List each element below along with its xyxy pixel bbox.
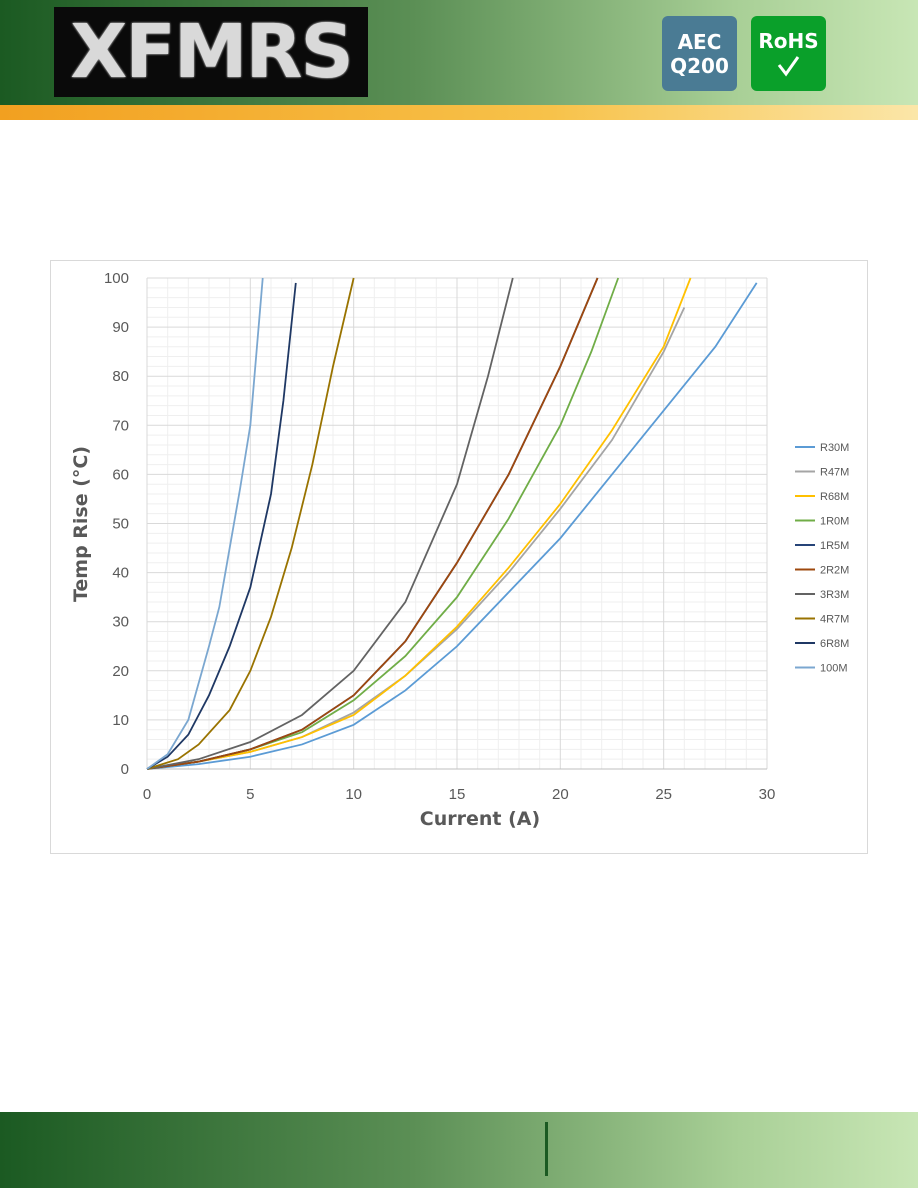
legend-label: 1R0M — [820, 516, 849, 528]
x-tick-label: 5 — [246, 786, 254, 803]
legend-label: 2R2M — [820, 565, 849, 577]
x-tick-label: 25 — [655, 786, 672, 803]
rohs-badge: RoHS — [751, 16, 826, 91]
footer-band — [0, 1112, 918, 1188]
x-tick-label: 0 — [143, 786, 151, 803]
chart-frame — [50, 260, 868, 854]
line-series — [146, 277, 599, 770]
y-tick-label: 90 — [112, 319, 129, 336]
badge-text: RoHS — [758, 28, 819, 53]
line-series — [146, 282, 758, 770]
line-series — [146, 277, 355, 770]
x-tick-label: 15 — [449, 786, 466, 803]
y-tick-label: 10 — [112, 712, 129, 729]
y-tick-label: 100 — [104, 270, 129, 287]
aec-badge: AEC Q200 — [662, 16, 737, 91]
x-tick-label: 20 — [552, 786, 569, 803]
footer-divider — [545, 1122, 548, 1176]
check-icon — [777, 55, 800, 77]
y-tick-label: 0 — [121, 761, 129, 778]
header-stripe — [0, 105, 918, 120]
line-series — [146, 277, 514, 770]
y-tick-label: 20 — [112, 663, 129, 680]
line-series — [146, 277, 264, 770]
line-series — [146, 277, 692, 770]
y-tick-label: 40 — [112, 565, 129, 582]
badge-text: Q200 — [670, 53, 729, 78]
logo: XFMRS — [54, 7, 368, 97]
legend-label: R47M — [820, 467, 849, 479]
y-axis-label: Temp Rise (°C) — [70, 446, 92, 602]
legend-label: 6R8M — [820, 638, 849, 650]
y-tick-label: 60 — [112, 466, 129, 483]
x-axis-label: Current (A) — [420, 808, 540, 830]
y-tick-label: 50 — [112, 516, 129, 533]
y-tick-label: 80 — [112, 368, 129, 385]
legend-label: 3R3M — [820, 589, 849, 601]
y-tick-label: 30 — [112, 614, 129, 631]
legend-label: 100M — [820, 663, 848, 675]
line-series — [146, 282, 297, 770]
legend-label: 4R7M — [820, 614, 849, 626]
y-tick-label: 70 — [112, 417, 129, 434]
legend-label: R68M — [820, 491, 849, 503]
legend-label: 1R5M — [820, 540, 849, 552]
x-tick-label: 30 — [759, 786, 776, 803]
legend-label: R30M — [820, 442, 849, 454]
badge-text: AEC — [677, 29, 722, 54]
x-tick-label: 10 — [345, 786, 362, 803]
